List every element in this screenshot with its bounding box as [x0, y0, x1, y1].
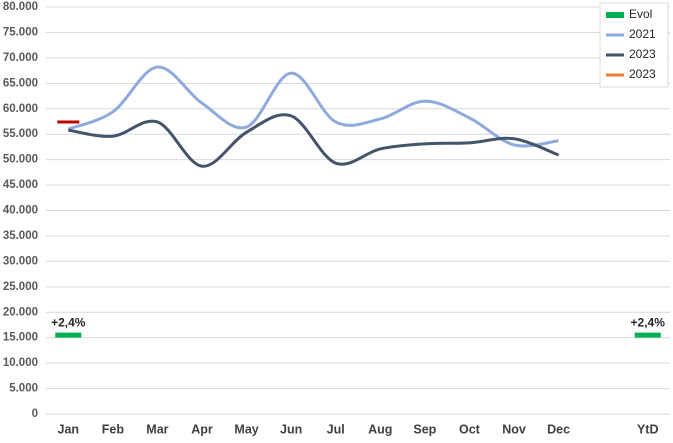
x-tick-label: Apr	[191, 422, 213, 436]
legend-label: 2021	[629, 27, 656, 41]
legend-label: 2023	[629, 47, 656, 61]
evol-label: +2,4%	[51, 315, 86, 329]
x-tick-label: Mar	[146, 422, 168, 436]
y-tick-label: 60.000	[3, 103, 38, 115]
y-tick-label: 45.000	[3, 179, 38, 191]
y-tick-label: 5.000	[9, 383, 38, 395]
x-tick-label: Jan	[58, 422, 80, 436]
legend-label: 2023	[629, 67, 656, 81]
evol-label: +2,4%	[631, 315, 666, 329]
x-tick-label: YtD	[637, 422, 659, 436]
y-tick-label: 0	[32, 408, 38, 420]
x-tick-label: Nov	[502, 422, 526, 436]
y-tick-label: 55.000	[3, 128, 38, 140]
y-tick-label: 15.000	[3, 332, 38, 344]
x-tick-label: Aug	[368, 422, 392, 436]
y-tick-label: 75.000	[3, 26, 38, 38]
y-tick-label: 65.000	[3, 77, 38, 89]
y-tick-label: 70.000	[3, 52, 38, 64]
x-tick-label: Jun	[280, 422, 302, 436]
x-tick-label: Feb	[102, 422, 125, 436]
y-tick-label: 50.000	[3, 154, 38, 166]
y-tick-label: 80.000	[3, 1, 38, 13]
x-tick-label: May	[234, 422, 258, 436]
legend-label: Evol	[629, 7, 652, 21]
x-tick-label: Oct	[459, 422, 481, 436]
y-tick-label: 30.000	[3, 255, 38, 267]
y-tick-label: 35.000	[3, 230, 38, 242]
series-line	[67, 65, 559, 148]
x-tick-label: Dec	[547, 422, 570, 436]
y-tick-label: 10.000	[3, 357, 38, 369]
x-tick-label: Jul	[327, 422, 345, 436]
y-tick-label: 40.000	[3, 205, 38, 217]
series-line	[68, 113, 560, 168]
x-tick-label: Sep	[413, 422, 436, 436]
y-tick-label: 25.000	[3, 281, 38, 293]
y-tick-label: 20.000	[3, 306, 38, 318]
